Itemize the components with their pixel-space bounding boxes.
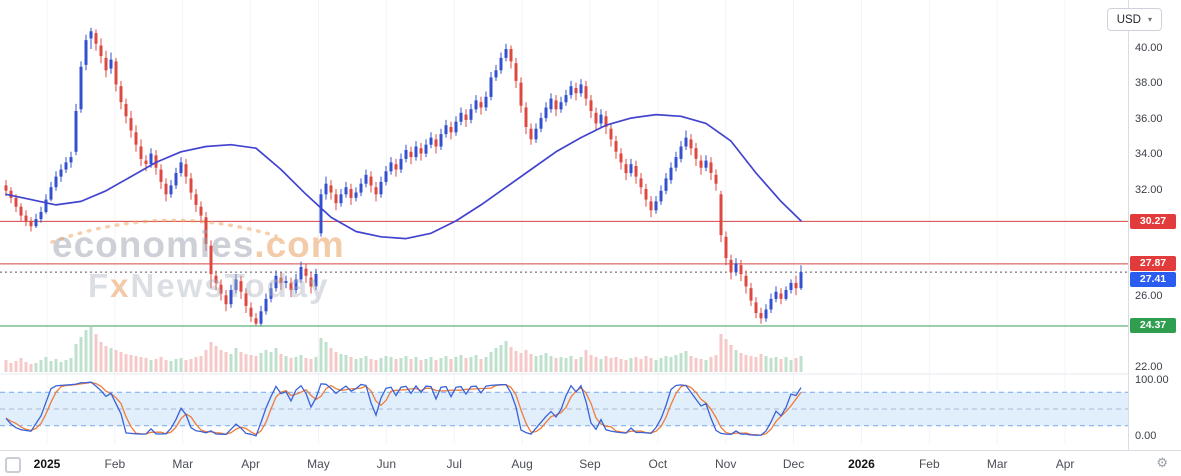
price-axis-label: 22.00 [1135,360,1163,373]
time-axis-label: Mar [172,457,194,471]
candles-layer [4,27,803,326]
time-axis-label: Apr [241,457,260,471]
volume-bars [4,327,803,372]
time-axis-label: Sep [579,457,601,471]
price-axis-label: 26.00 [1135,290,1163,303]
time-axis-label: Apr [1055,457,1075,471]
price-chart[interactable] [0,0,1128,450]
time-axis-label: May [307,457,330,471]
resistance-2-badge: 27.87 [1130,256,1176,272]
time-axis-label: Feb [104,457,126,471]
time-axis-label: Jul [446,457,462,471]
support-badge: 24.37 [1130,318,1176,334]
time-axis-label: 2025 [33,457,61,471]
price-axis-label: 36.00 [1135,112,1163,125]
resistance-1-badge: 30.27 [1130,213,1176,229]
chevron-down-icon: ▾ [1147,15,1152,24]
currency-label: USD [1116,13,1141,26]
time-axis-label: Mar [986,457,1008,471]
time-axis-label: Jun [376,457,397,471]
currency-selector[interactable]: USD ▾ [1106,8,1162,31]
price-levels [0,220,1128,327]
oscillator-axis-label-top: 100.00 [1135,374,1169,386]
chart-area[interactable]: economies.com FxNewsToday [0,0,1128,450]
stochastic-k-line [5,381,802,437]
price-axis-label: 32.00 [1135,183,1163,196]
price-axis-label: 38.00 [1135,77,1163,90]
time-axis-label: Nov [715,457,737,471]
settings-icon[interactable]: ⚙ [1156,455,1168,470]
time-axis-label: Aug [511,457,533,471]
current-price-badge: 27.41 [1130,272,1176,288]
time-axis-label: Dec [782,457,805,471]
price-axis-label: 34.00 [1135,148,1163,161]
corner-logo-icon[interactable] [5,457,21,473]
time-axis-label: 2026 [848,457,875,471]
month-gridlines [46,0,1066,444]
oscillator-axis-label-bottom: 0.00 [1135,430,1157,442]
time-axis[interactable]: ⚙ 2025 Feb Mar Apr May Jun Jul Aug Sep Oct Nov Dec 2… [0,450,1181,476]
time-axis-label: Feb [918,457,940,471]
price-axis[interactable]: 100.00 0.00 40.00 38.00 36.00 34.00 32.00 26.… [1128,0,1181,450]
price-axis-label: 40.00 [1135,42,1163,54]
time-axis-label: Oct [648,457,668,471]
moving-average-line [5,113,802,240]
